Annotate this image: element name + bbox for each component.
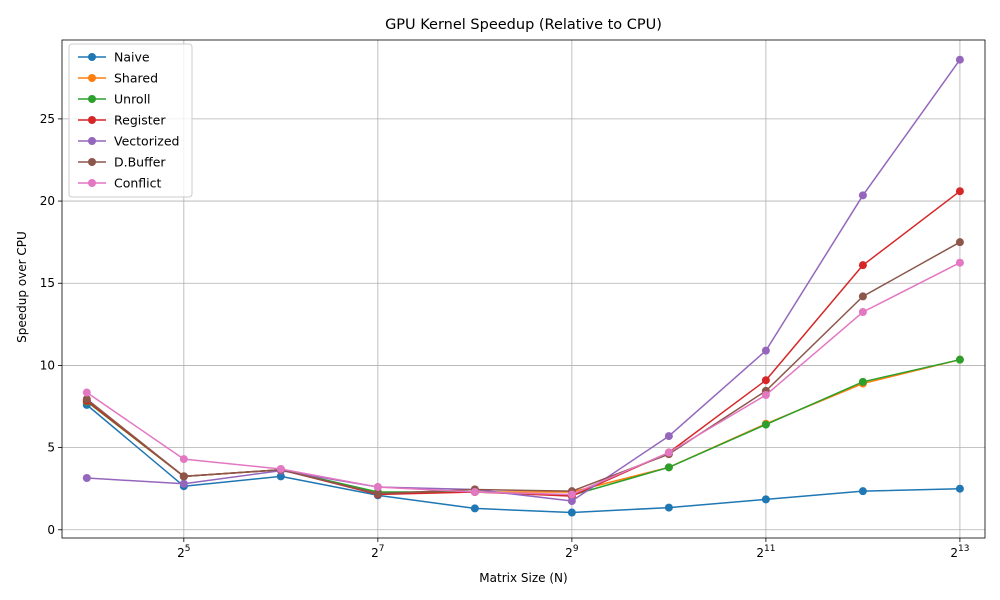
data-point xyxy=(664,448,673,457)
data-point xyxy=(664,432,673,441)
series-line xyxy=(86,404,960,514)
data-point xyxy=(179,472,188,481)
chart-title: GPU Kernel Speedup (Relative to CPU) xyxy=(385,17,662,33)
legend-item: Shared xyxy=(78,71,158,86)
legend: Naive Shared Unroll Register Vectorized D.Buf… xyxy=(68,43,193,198)
series-line xyxy=(86,59,961,502)
x-tick-label: 213 xyxy=(950,544,969,560)
series-conflict xyxy=(82,258,964,499)
x-tick-base: 2 xyxy=(371,546,379,560)
x-tick-base: 2 xyxy=(177,546,185,560)
legend-label: Register xyxy=(114,113,166,128)
legend-marker xyxy=(88,158,96,166)
data-point xyxy=(82,388,91,397)
x-tick-label: 29 xyxy=(565,544,579,560)
legend-label: Vectorized xyxy=(114,134,180,149)
data-point xyxy=(567,497,576,506)
legend-marker xyxy=(88,179,96,187)
x-tick-base: 2 xyxy=(950,546,958,560)
data-point xyxy=(567,508,576,517)
legend-item: Register xyxy=(78,113,166,128)
data-point xyxy=(567,490,576,499)
x-axis-title: Matrix Size (N) xyxy=(479,571,567,585)
series-line xyxy=(86,241,961,495)
y-axis-title: Speedup over CPU xyxy=(15,231,29,343)
data-point xyxy=(761,420,770,429)
data-point xyxy=(858,191,867,200)
data-point xyxy=(470,504,479,513)
x-tick-label: 27 xyxy=(371,544,384,560)
data-point xyxy=(761,376,770,385)
data-point xyxy=(82,474,91,483)
x-tick-label: 25 xyxy=(177,544,190,560)
x-tick-base: 2 xyxy=(756,546,764,560)
data-point xyxy=(955,484,964,493)
data-point xyxy=(955,258,964,267)
data-point xyxy=(82,395,91,404)
legend-marker xyxy=(88,53,96,61)
data-point xyxy=(858,308,867,317)
x-tick-exponent: 11 xyxy=(764,544,775,554)
data-point xyxy=(179,479,188,488)
data-point xyxy=(276,472,285,481)
series-line xyxy=(86,262,961,496)
y-tick-label: 25 xyxy=(40,112,55,126)
legend-label: Unroll xyxy=(114,92,151,107)
series-lines xyxy=(82,55,964,517)
data-point xyxy=(858,377,867,386)
y-tick-label: 5 xyxy=(47,441,55,455)
data-point xyxy=(761,346,770,355)
data-point xyxy=(955,355,964,364)
x-tick-exponent: 5 xyxy=(185,544,191,554)
legend-label: D.Buffer xyxy=(114,155,166,170)
data-point xyxy=(858,487,867,496)
x-tick-exponent: 13 xyxy=(958,544,969,554)
data-point xyxy=(858,261,867,270)
data-point xyxy=(470,487,479,496)
legend-box xyxy=(68,43,193,198)
data-point xyxy=(664,503,673,512)
data-point xyxy=(373,489,382,498)
data-point xyxy=(955,238,964,247)
legend-marker xyxy=(88,74,96,82)
legend-item: D.Buffer xyxy=(78,155,166,170)
data-point xyxy=(955,55,964,64)
data-point xyxy=(276,464,285,473)
data-point xyxy=(373,483,382,492)
y-tick-label: 20 xyxy=(40,194,55,208)
data-point xyxy=(664,463,673,472)
x-tick-exponent: 9 xyxy=(573,544,579,554)
x-tick-label: 211 xyxy=(756,544,775,560)
legend-label: Shared xyxy=(114,71,158,86)
legend-item: Conflict xyxy=(78,176,162,191)
data-point xyxy=(858,292,867,301)
legend-marker xyxy=(88,116,96,124)
legend-item: Unroll xyxy=(78,92,151,107)
x-tick-base: 2 xyxy=(565,546,573,560)
legend-item: Vectorized xyxy=(78,134,180,149)
data-point xyxy=(761,495,770,504)
x-tick-exponent: 7 xyxy=(379,544,385,554)
legend-label: Naive xyxy=(114,50,150,65)
y-tick-label: 0 xyxy=(47,523,55,537)
plot-area-frame xyxy=(61,39,986,539)
data-point xyxy=(955,187,964,196)
legend-label: Conflict xyxy=(114,176,162,191)
y-tick-label: 15 xyxy=(40,276,55,290)
grid-lines xyxy=(62,40,985,538)
legend-marker xyxy=(88,95,96,103)
data-point xyxy=(179,455,188,464)
y-tick-label: 10 xyxy=(40,358,55,372)
data-point xyxy=(761,391,770,400)
legend-marker xyxy=(88,137,96,145)
legend-item: Naive xyxy=(78,50,150,65)
